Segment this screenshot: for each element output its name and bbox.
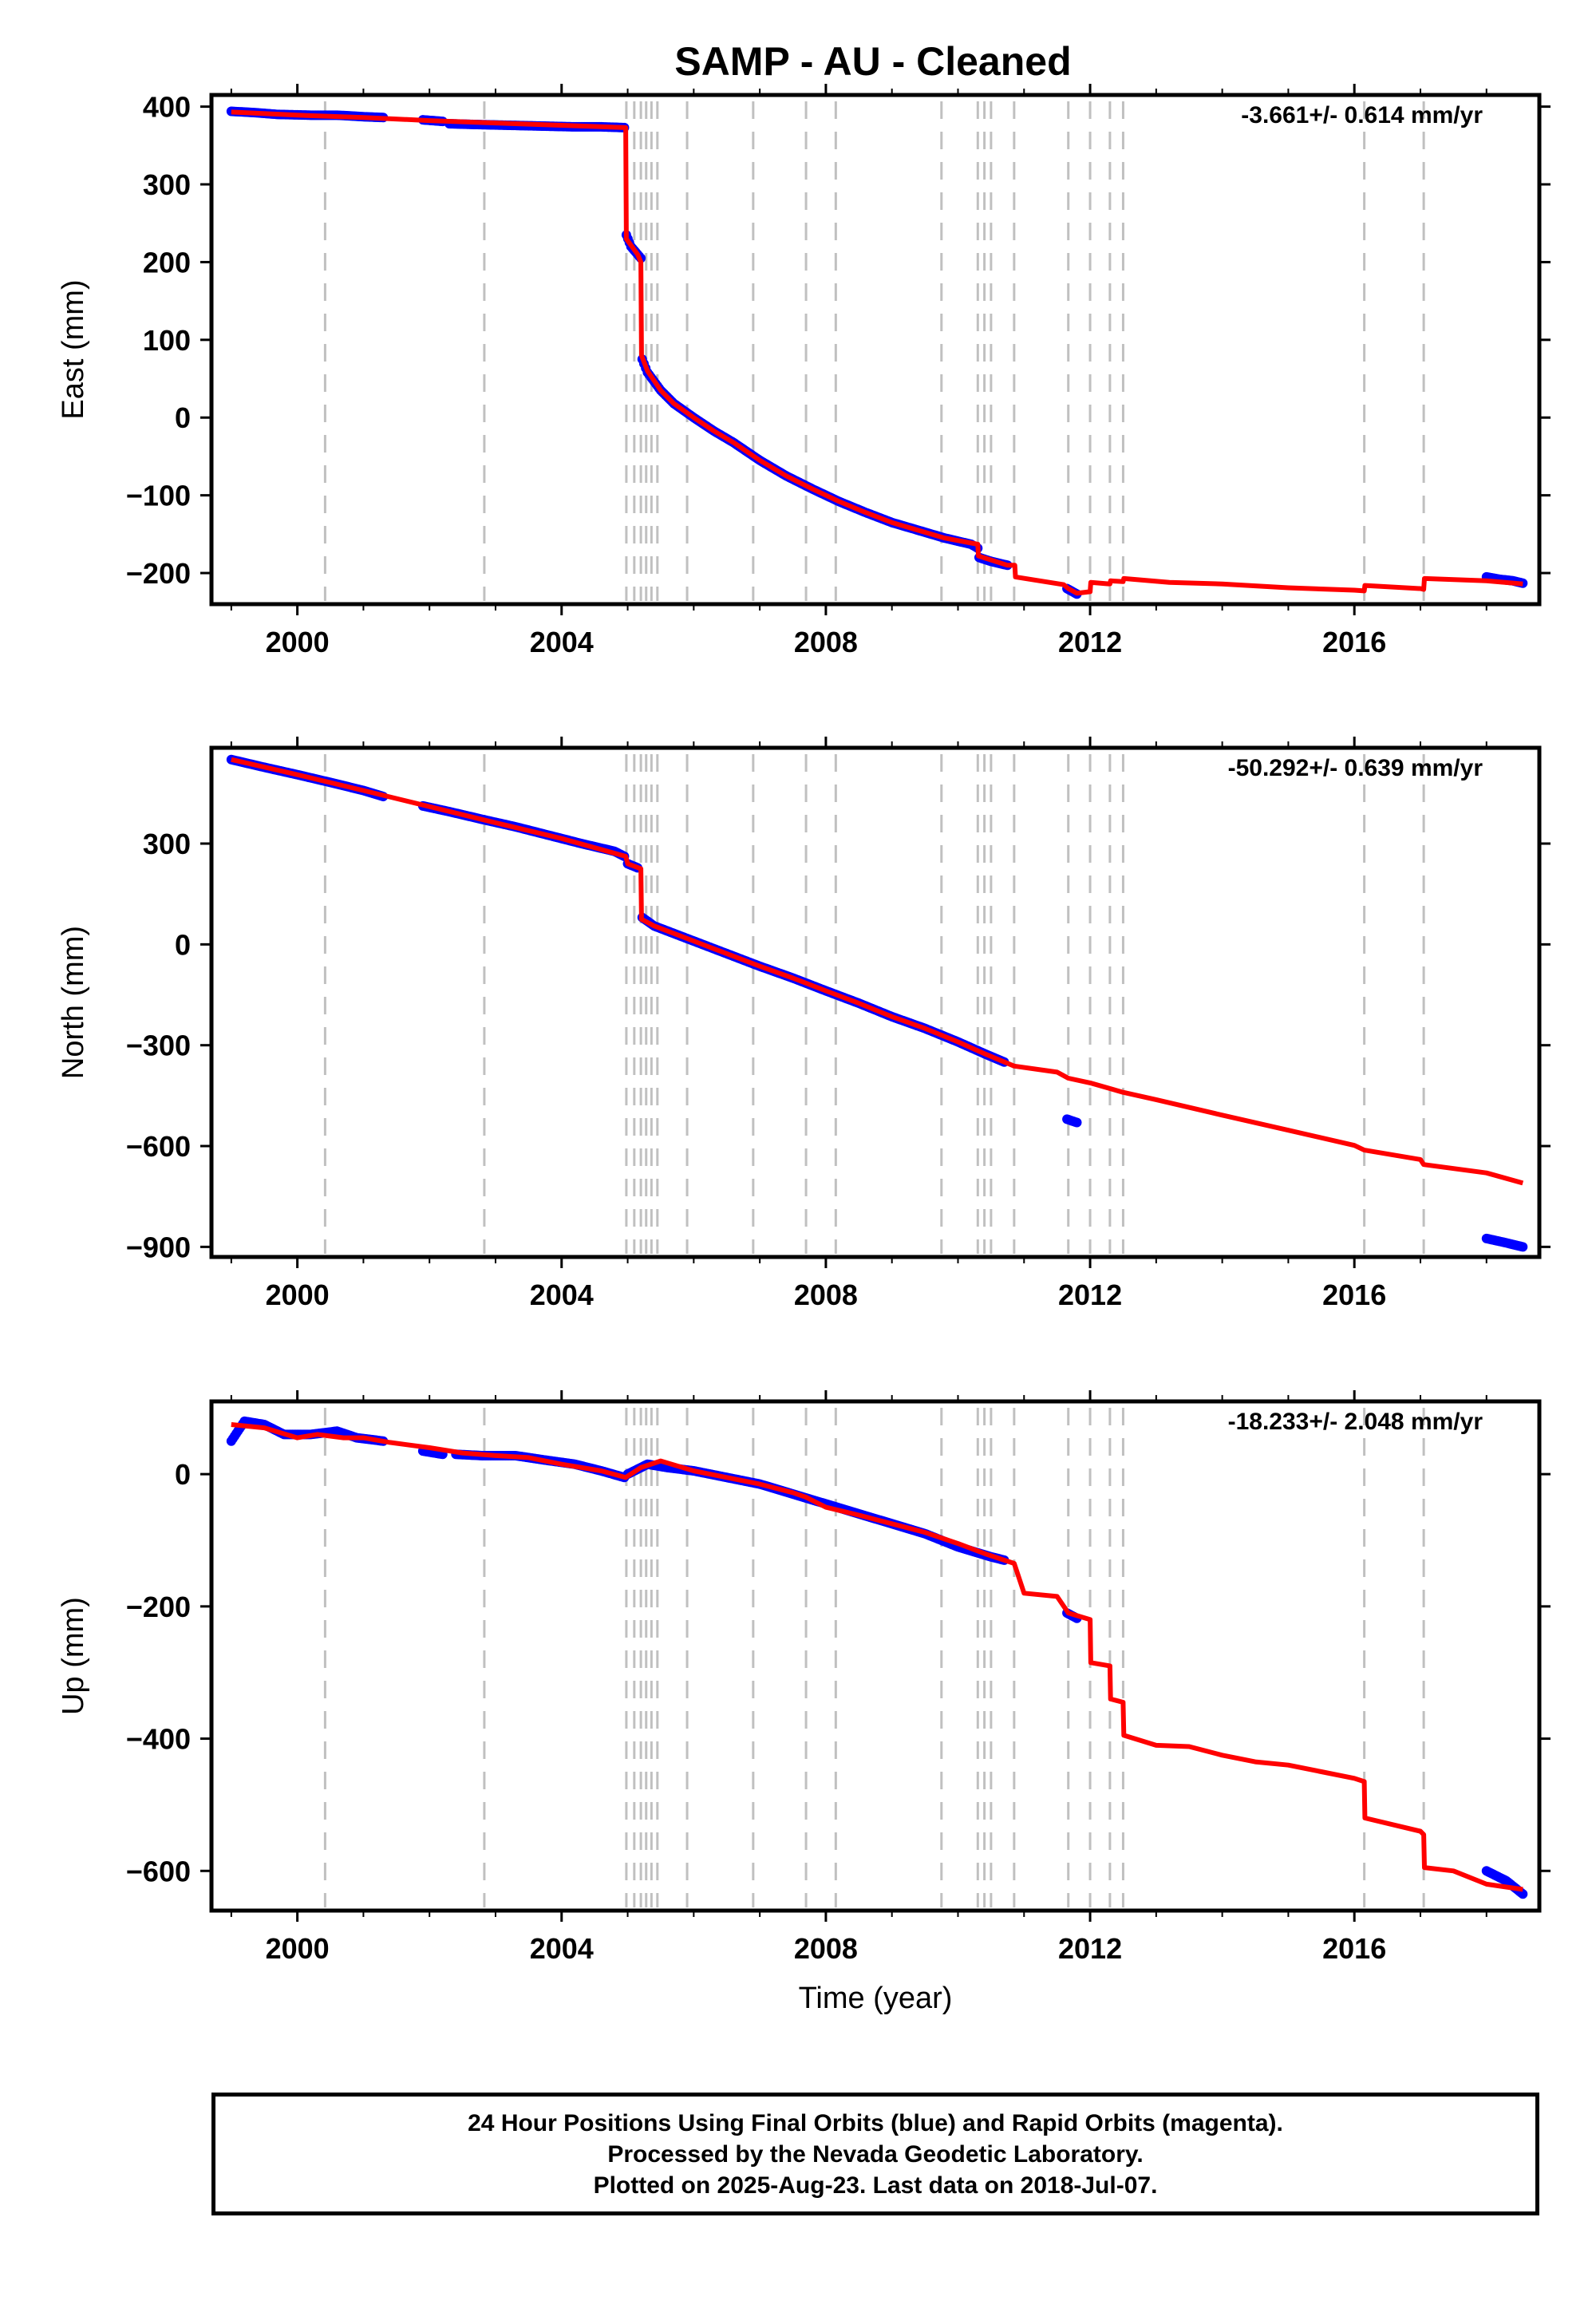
data-points <box>226 106 1528 599</box>
y-tick-label: 300 <box>143 168 191 201</box>
plot-frame <box>209 745 1542 1259</box>
y-tick-label: 0 <box>175 401 191 434</box>
x-tick-label: 2000 <box>266 626 330 658</box>
chart-title: SAMP - AU - Cleaned <box>674 39 1071 84</box>
panel-east: 2000 2004 2008 2012 2016 400 300 200 100 0 −100 −20… <box>57 84 1551 658</box>
x-tick-label: 2012 <box>1058 1932 1122 1965</box>
y-tick-label: −200 <box>126 557 191 590</box>
data-point <box>1518 1242 1528 1252</box>
rate-label: -50.292+/- 0.639 mm/yr <box>1228 755 1483 781</box>
model-line <box>231 757 1524 1186</box>
x-tick-label: 2016 <box>1322 1279 1386 1311</box>
y-tick-label: −600 <box>126 1855 191 1887</box>
x-tick-label: 2016 <box>1322 1932 1386 1965</box>
footer-box: 24 Hour Positions Using Final Orbits (bl… <box>211 2093 1539 2215</box>
data-points <box>226 1416 1528 1899</box>
y-tick-label: −900 <box>126 1231 191 1263</box>
y-axis-label: East (mm) <box>57 279 90 419</box>
footer-line-3: Plotted on 2025-Aug-23. Last data on 201… <box>593 2172 1158 2199</box>
y-tick-label: 200 <box>143 246 191 279</box>
footer-line-1: 24 Hour Positions Using Final Orbits (bl… <box>468 2109 1283 2136</box>
x-tick-label: 2000 <box>266 1932 330 1965</box>
y-tick-label: 100 <box>143 324 191 357</box>
plot-frame <box>209 93 1542 607</box>
x-tick-label: 2000 <box>266 1279 330 1311</box>
data-point <box>1518 1889 1528 1899</box>
x-tick-label: 2004 <box>530 1932 594 1965</box>
x-axis-label: Time (year) <box>799 1982 953 2015</box>
data-point <box>1072 1117 1082 1128</box>
data-points <box>226 754 1528 1252</box>
x-tick-label: 2004 <box>530 1279 594 1311</box>
y-tick-label: 300 <box>143 828 191 860</box>
x-tick-label: 2008 <box>794 1279 858 1311</box>
y-tick-label: −400 <box>126 1723 191 1756</box>
panel-north: 2000 2004 2008 2012 2016 300 0 −300 −600 −900 Nort… <box>57 737 1551 1311</box>
model-line <box>231 1422 1523 1892</box>
y-tick-label: −600 <box>126 1130 191 1163</box>
y-tick-label: 0 <box>175 928 191 961</box>
y-tick-label: −100 <box>126 480 191 512</box>
y-tick-label: −200 <box>126 1591 191 1623</box>
plot-frame <box>209 1399 1542 1913</box>
x-tick-label: 2008 <box>794 1932 858 1965</box>
model-line <box>231 109 1523 596</box>
y-tick-label: −300 <box>126 1030 191 1062</box>
y-axis-label: Up (mm) <box>57 1597 90 1715</box>
x-tick-label: 2004 <box>530 626 594 658</box>
rate-label: -18.233+/- 2.048 mm/yr <box>1228 1409 1483 1435</box>
x-tick-label: 2012 <box>1058 626 1122 658</box>
y-axis-label: North (mm) <box>57 926 90 1079</box>
rate-label: -3.661+/- 0.614 mm/yr <box>1241 102 1483 128</box>
x-tick-label: 2012 <box>1058 1279 1122 1311</box>
y-tick-label: 400 <box>143 91 191 124</box>
x-tick-label: 2008 <box>794 626 858 658</box>
x-tick-label: 2016 <box>1322 626 1386 658</box>
panel-up: 2000 2004 2008 2012 2016 0 −200 −400 −600 Up (mm)… <box>57 1390 1551 2015</box>
y-tick-label: 0 <box>175 1458 191 1491</box>
footer-line-2: Processed by the Nevada Geodetic Laborat… <box>607 2140 1144 2168</box>
